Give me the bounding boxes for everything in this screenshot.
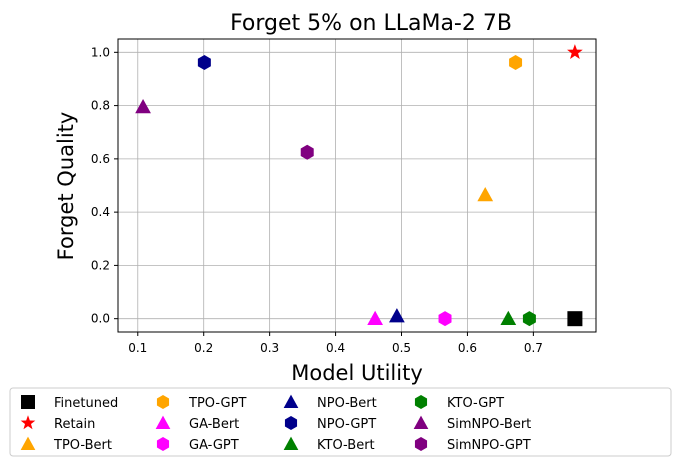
y-tick-label: 0.2: [91, 258, 110, 272]
x-tick-label: 0.1: [128, 341, 147, 355]
y-tick-label: 0.8: [91, 99, 110, 113]
legend-marker-simnpo-bert: [413, 415, 429, 429]
chart-title: Forget 5% on LLaMa-2 7B: [230, 11, 512, 36]
legend-label-ga-bert: GA-Bert: [189, 417, 239, 432]
point-simnpo-gpt: [300, 144, 314, 160]
legend: Finetuned Retain TPO-Bert TPO-GPT GA-Bert GA-…: [20, 394, 531, 453]
point-ga-bert: [367, 310, 384, 326]
plot-frame: [117, 38, 597, 333]
legend-label-npo-bert: NPO-Bert: [317, 396, 377, 411]
legend-box: [9, 387, 672, 457]
x-tick-label: 0.4: [326, 341, 345, 355]
legend-marker-finetuned: [21, 395, 35, 409]
legend-label-simnpo-bert: SimNPO-Bert: [447, 417, 531, 432]
legend-label-kto-gpt: KTO-GPT: [447, 396, 504, 411]
legend-label-tpo-gpt: TPO-GPT: [188, 396, 246, 411]
point-simnpo-bert: [135, 99, 151, 114]
legend-label-simnpo-gpt: SimNPO-GPT: [447, 438, 531, 453]
y-axis-label: Forget Quality: [54, 112, 78, 261]
legend-label-tpo-bert: TPO-Bert: [53, 438, 112, 453]
y-tick-label: 1.0: [91, 45, 110, 59]
legend-marker-npo-gpt: [284, 416, 298, 430]
grid-lines: [118, 39, 596, 332]
legend-marker-tpo-gpt: [156, 395, 170, 409]
legend-marker-simnpo-gpt: [414, 437, 428, 451]
x-tick-label: 0.5: [392, 341, 411, 355]
y-tick-label: 0.4: [91, 205, 110, 219]
x-tick-label: 0.2: [194, 341, 213, 355]
point-kto-bert: [500, 310, 517, 326]
x-tick-label: 0.7: [524, 341, 543, 355]
legend-label-kto-bert: KTO-Bert: [317, 438, 375, 453]
y-axis-ticks: 0.0 0.2 0.4 0.6 0.8 1.0: [91, 45, 118, 326]
legend-marker-ga-gpt: [156, 437, 170, 451]
point-retain: [567, 44, 583, 59]
legend-marker-retain: [20, 415, 36, 430]
x-axis-label: Model Utility: [291, 361, 423, 385]
point-npo-bert: [389, 308, 405, 323]
legend-marker-kto-gpt: [414, 395, 428, 409]
point-ga-gpt: [438, 311, 452, 327]
point-tpo-gpt: [509, 54, 523, 70]
legend-label-finetuned: Finetuned: [54, 396, 118, 411]
y-tick-label: 0.6: [91, 152, 110, 166]
point-kto-gpt: [522, 311, 536, 327]
x-axis-ticks: 0.1 0.2 0.3 0.4 0.5 0.6 0.7: [128, 332, 543, 355]
legend-label-npo-gpt: NPO-GPT: [317, 417, 376, 432]
point-npo-gpt: [197, 54, 211, 70]
legend-marker-kto-bert: [283, 436, 299, 450]
point-tpo-bert: [477, 186, 494, 202]
legend-label-ga-gpt: GA-GPT: [189, 438, 239, 453]
legend-marker-tpo-bert: [20, 436, 36, 450]
point-finetuned: [567, 311, 583, 327]
legend-marker-npo-bert: [283, 394, 299, 408]
x-tick-label: 0.6: [458, 341, 477, 355]
legend-marker-ga-bert: [155, 415, 171, 429]
data-points: [135, 44, 583, 327]
legend-label-retain: Retain: [54, 417, 95, 432]
x-tick-label: 0.3: [260, 341, 279, 355]
y-tick-label: 0.0: [91, 312, 110, 326]
